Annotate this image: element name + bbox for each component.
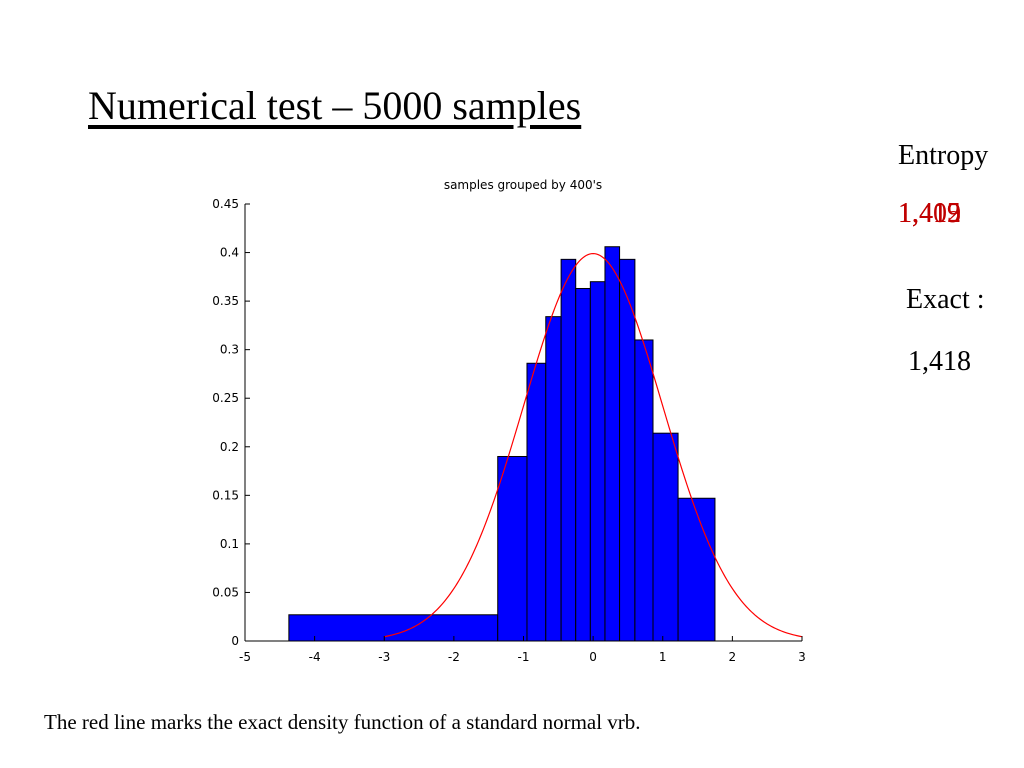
x-tick-label: 3 [798, 650, 806, 664]
histogram-bar [619, 258, 636, 642]
y-tick-label: 0 [231, 634, 239, 648]
histogram-bar [604, 246, 621, 642]
entropy-value: 1,409 [898, 198, 961, 229]
x-tick-label: -3 [378, 650, 390, 664]
slide-title: Numerical test – 5000 samples [88, 83, 582, 128]
histogram-bar [545, 316, 562, 642]
density-curve-layer [384, 252, 803, 638]
x-tick-label: -2 [448, 650, 460, 664]
x-tick-label: -1 [518, 650, 530, 664]
entropy-value: 1,415 [898, 198, 961, 229]
y-tick-label: 0.2 [220, 440, 239, 454]
x-tick-label: 2 [729, 650, 737, 664]
histogram-bar [652, 432, 679, 642]
y-tick-label: 0.4 [220, 246, 239, 260]
y-tick-label: 0.15 [212, 488, 239, 502]
x-tick-label: 1 [659, 650, 667, 664]
slide-caption: The red line marks the exact density fun… [44, 710, 641, 734]
normal-density-curve [384, 252, 803, 638]
histogram-bar [677, 497, 716, 642]
y-tick-label: 0.1 [220, 537, 239, 551]
y-tick-label: 0.05 [212, 585, 239, 599]
y-tick-label: 0.3 [220, 343, 239, 357]
entropy-value: 1,412 [898, 198, 961, 229]
entropy-value: 1,419 [898, 198, 961, 229]
histogram-bar [560, 258, 577, 642]
chart-axes: -5 -4 -3 -2 -1 0 1 2 3 0 0.05 0.1 0.15 0.2 0.25 0.3 0.35… [212, 197, 806, 664]
x-tick-label: 0 [589, 650, 597, 664]
histogram-bars [288, 246, 716, 642]
histogram-bar [497, 455, 528, 642]
chart-title: samples grouped by 400's [444, 178, 602, 192]
entropy-label: Entropy [898, 140, 989, 171]
histogram-bar [288, 614, 499, 642]
histogram-bar [589, 281, 606, 642]
exact-value: 1,418 [908, 346, 971, 377]
histogram-bar [575, 287, 591, 642]
y-tick-label: 0.45 [212, 197, 239, 211]
histogram-bar [526, 362, 547, 642]
exact-label: Exact : [906, 284, 985, 315]
y-tick-label: 0.35 [212, 294, 239, 308]
y-tick-label: 0.25 [212, 391, 239, 405]
histogram-bar [634, 339, 654, 642]
x-tick-label: -4 [309, 650, 321, 664]
x-tick-label: -5 [239, 650, 251, 664]
